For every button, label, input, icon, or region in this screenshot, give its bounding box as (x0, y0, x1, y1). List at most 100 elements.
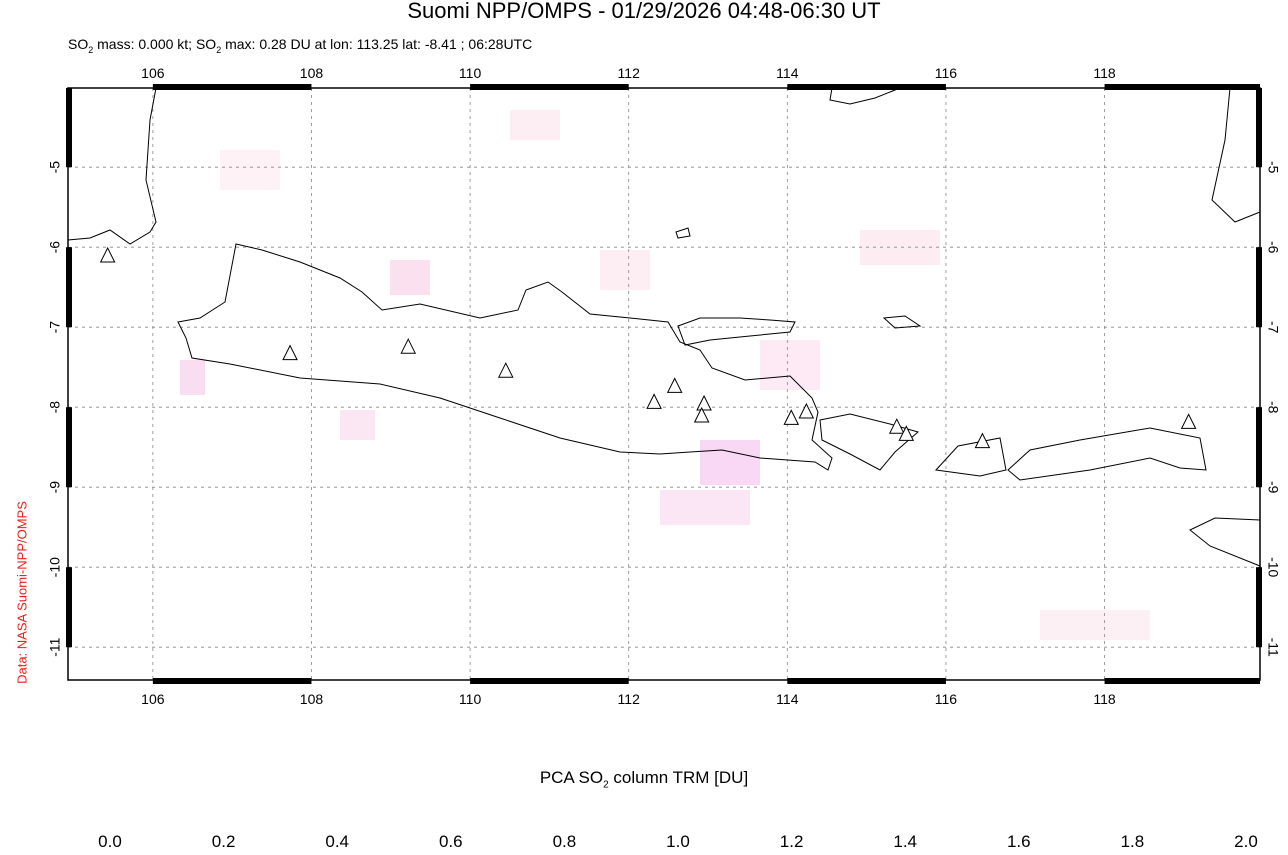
lon-tick-label: 114 (776, 691, 799, 707)
lon-tick-label: 112 (618, 65, 641, 81)
border-bar (66, 407, 72, 488)
lon-tick-label: 116 (935, 65, 958, 81)
kangean-islands (882, 315, 922, 329)
lat-tick-label: -10 (47, 557, 63, 577)
border-bar (1256, 567, 1262, 648)
lat-tick-label: -7 (47, 321, 63, 334)
so2-summary: SO2 mass: 0.000 kt; SO2 max: 0.28 DU at … (68, 36, 532, 55)
border-bar (1104, 84, 1260, 90)
border-bar (787, 678, 946, 684)
map-title: Suomi NPP/OMPS - 01/29/2026 04:48-06:30 … (407, 0, 881, 23)
volcano-icon (400, 338, 417, 354)
volcano-icon (497, 362, 514, 378)
border-bar (152, 678, 312, 684)
so2-pixel (390, 260, 430, 295)
volcano-icon (99, 246, 116, 263)
sumba-coast (1189, 517, 1261, 567)
lat-tick-label: -6 (1265, 241, 1281, 254)
border-bar (1256, 247, 1262, 328)
so2-pixel (220, 150, 280, 190)
subtitle-text: max: 0.28 DU at lon: 113.25 lat: -8.41 ;… (221, 36, 533, 52)
volcano-icon (898, 425, 915, 441)
lat-tick-label: -11 (1265, 638, 1281, 657)
colorbar-tick-label: 1.8 (1120, 832, 1145, 851)
border-bar (66, 247, 72, 328)
border-bar (470, 678, 629, 684)
colorbar-tick-label: 1.2 (779, 832, 804, 851)
colorbar-tick-label: 0.4 (325, 832, 349, 851)
lon-tick-label: 114 (776, 65, 799, 81)
colorbar-tick-label: 0.0 (98, 832, 122, 851)
lon-tick-label: 118 (1093, 65, 1116, 81)
java-coast (177, 243, 833, 471)
border-bar (1104, 678, 1260, 684)
border-bar (787, 84, 946, 90)
lat-tick-label: -8 (1265, 401, 1281, 414)
colorbar-tick-label: 1.4 (893, 832, 917, 851)
volcano-icon (888, 418, 905, 434)
so2-pixel (180, 360, 205, 395)
volcano-icon (798, 402, 815, 419)
bawean-island (675, 227, 691, 239)
so2-pixel (700, 440, 760, 485)
so2-pixel (660, 490, 750, 525)
lon-tick-label: 112 (618, 691, 641, 707)
sumatra-coast (67, 87, 157, 245)
border-bar (1256, 407, 1262, 488)
border-bar (1256, 88, 1262, 168)
so2-pixels (180, 110, 1150, 640)
subtitle-text: SO (68, 36, 89, 52)
colorbar-tick-label: 0.6 (438, 832, 463, 851)
volcano-icon (1180, 413, 1197, 429)
bali-coast (819, 413, 920, 471)
lat-tick-label: -10 (1265, 557, 1281, 577)
lon-tick-label: 108 (300, 691, 324, 707)
border-bar (66, 88, 72, 168)
lat-tick-label: -8 (47, 401, 63, 414)
lon-tick-label: 110 (459, 691, 482, 707)
sumbawa-coast (1007, 427, 1207, 481)
lat-tick-label: -5 (1265, 161, 1281, 174)
border-bar (470, 84, 629, 90)
lat-tick-label: -9 (47, 481, 63, 494)
so2-pixel (1040, 610, 1150, 640)
so2-pixel (600, 250, 650, 290)
so2-map: 106 106 108 108 110 110 112 112 114 114 116 116 118 1… (47, 65, 1282, 707)
border-bar (66, 567, 72, 648)
volcano-icon (646, 393, 662, 409)
volcano-icon (282, 344, 298, 361)
subscript: 2 (603, 779, 609, 791)
sulawesi-coast (1211, 87, 1261, 223)
volcano-icon (974, 432, 991, 449)
axis-labels: 106 106 108 108 110 110 112 112 114 114 116 116 118 1… (47, 65, 1282, 707)
lat-tick-label: -5 (47, 161, 63, 174)
so2-pixel (760, 340, 820, 390)
map-frame (67, 87, 1261, 681)
border-bar (152, 84, 312, 90)
colorbar-tick-label: 0.8 (552, 832, 577, 851)
lon-tick-label: 106 (141, 691, 165, 707)
lon-tick-label: 106 (141, 65, 165, 81)
map-border-ticks (66, 84, 1262, 684)
lombok-coast (934, 437, 1007, 477)
volcano-markers (99, 246, 1197, 449)
gridlines (68, 88, 1260, 680)
lat-tick-label: -11 (47, 637, 63, 656)
lat-tick-label: -9 (1265, 481, 1281, 494)
lat-tick-label: -7 (1265, 321, 1281, 334)
lat-tick-label: -6 (47, 241, 63, 254)
lon-tick-label: 118 (1093, 691, 1116, 707)
colorbar-tick-label: 0.2 (211, 832, 236, 851)
cb-title-text: column TRM [DU] (608, 768, 749, 787)
subtitle-text: mass: 0.000 kt; SO (93, 36, 217, 52)
coastlines (67, 87, 1261, 567)
subscript: 2 (216, 44, 222, 55)
colorbar-tick-label: 2.0 (1234, 832, 1258, 851)
volcano-icon (783, 409, 800, 425)
volcano-icon (666, 377, 683, 393)
volcano-icon (696, 394, 712, 411)
subscript: 2 (88, 44, 94, 55)
so2-pixel (340, 410, 375, 440)
cb-title-text: PCA SO (539, 768, 604, 787)
lon-tick-label: 108 (300, 65, 324, 81)
